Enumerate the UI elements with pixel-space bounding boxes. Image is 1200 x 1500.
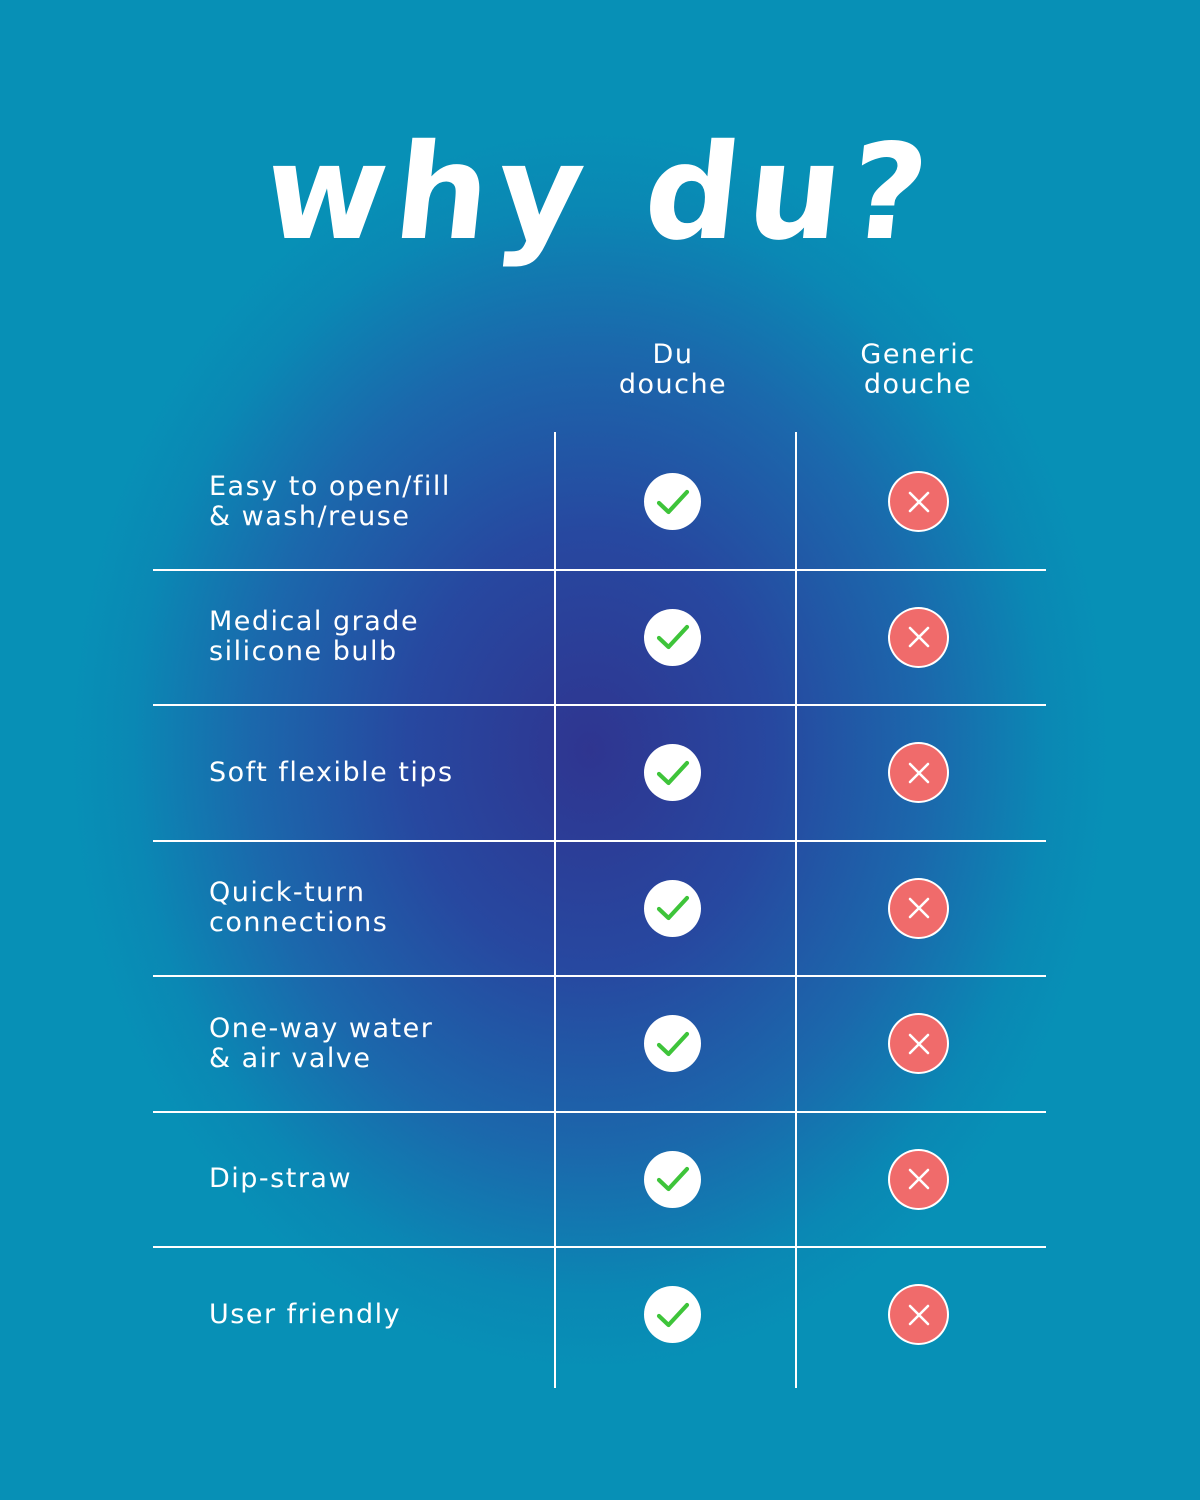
- row-divider: [153, 1246, 1046, 1248]
- table-row: Quick-turn connections: [153, 841, 1046, 976]
- feature-label: Medical grade silicone bulb: [209, 606, 420, 667]
- row-divider: [153, 975, 1046, 977]
- check-icon: [644, 744, 701, 801]
- feature-label: One-way water & air valve: [209, 1012, 434, 1074]
- column-divider: [795, 432, 797, 1388]
- check-icon: [644, 1150, 701, 1208]
- column-header-du-douche: Du douche: [618, 339, 728, 400]
- cross-icon: [890, 1015, 947, 1072]
- table-row: User friendly: [153, 1247, 1046, 1382]
- check-icon: [644, 473, 701, 530]
- feature-label: Easy to open/fill & wash/reuse: [209, 470, 451, 532]
- cross-icon: [890, 473, 947, 530]
- table-row: Dip-straw: [153, 1112, 1046, 1247]
- cross-icon: [890, 608, 947, 666]
- feature-label: Soft flexible tips: [209, 756, 454, 788]
- check-icon: [644, 608, 701, 666]
- cross-icon: [890, 879, 947, 937]
- row-divider: [153, 1111, 1046, 1113]
- column-header-generic-douche: Generic douche: [860, 339, 976, 400]
- check-icon: [644, 879, 701, 937]
- row-divider: [153, 704, 1046, 706]
- feature-label: User friendly: [209, 1298, 402, 1330]
- table-row: Soft flexible tips: [153, 705, 1046, 840]
- row-divider: [153, 840, 1046, 842]
- check-icon: [644, 1286, 701, 1343]
- table-row: One-way water & air valve: [153, 976, 1046, 1111]
- feature-label: Quick-turn connections: [209, 877, 389, 938]
- check-icon: [644, 1015, 701, 1072]
- table-row: Easy to open/fill & wash/reuse: [153, 434, 1046, 569]
- page-title: why du?: [257, 116, 943, 270]
- cross-icon: [890, 1286, 947, 1343]
- table-row: Medical grade silicone bulb: [153, 570, 1046, 705]
- row-divider: [153, 569, 1046, 571]
- cross-icon: [890, 1150, 947, 1208]
- column-divider: [554, 432, 556, 1388]
- feature-label: Dip-straw: [209, 1163, 353, 1194]
- cross-icon: [890, 744, 947, 801]
